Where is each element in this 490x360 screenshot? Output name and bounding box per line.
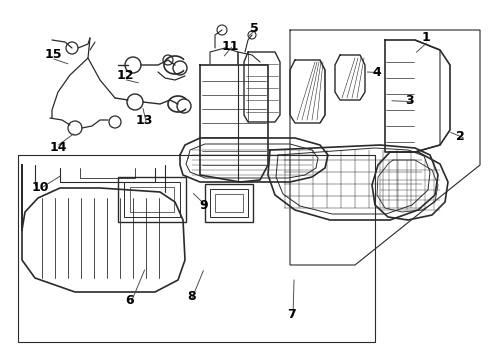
Bar <box>130 187 174 212</box>
Text: 3: 3 <box>405 94 414 107</box>
Text: 13: 13 <box>136 114 153 127</box>
Bar <box>118 177 186 222</box>
Text: 10: 10 <box>31 181 49 194</box>
Text: 14: 14 <box>49 141 67 154</box>
Text: 8: 8 <box>187 291 196 303</box>
Bar <box>215 194 243 212</box>
Text: 11: 11 <box>221 40 239 53</box>
Bar <box>210 189 248 217</box>
Text: 15: 15 <box>44 48 62 60</box>
Text: 9: 9 <box>199 199 208 212</box>
Text: 12: 12 <box>116 69 134 82</box>
Text: 7: 7 <box>287 309 296 321</box>
Bar <box>205 184 253 222</box>
Text: 6: 6 <box>125 294 134 307</box>
Text: 1: 1 <box>422 31 431 44</box>
Text: 4: 4 <box>373 66 382 78</box>
Text: 5: 5 <box>250 22 259 35</box>
Bar <box>124 182 180 217</box>
Text: 2: 2 <box>456 130 465 143</box>
